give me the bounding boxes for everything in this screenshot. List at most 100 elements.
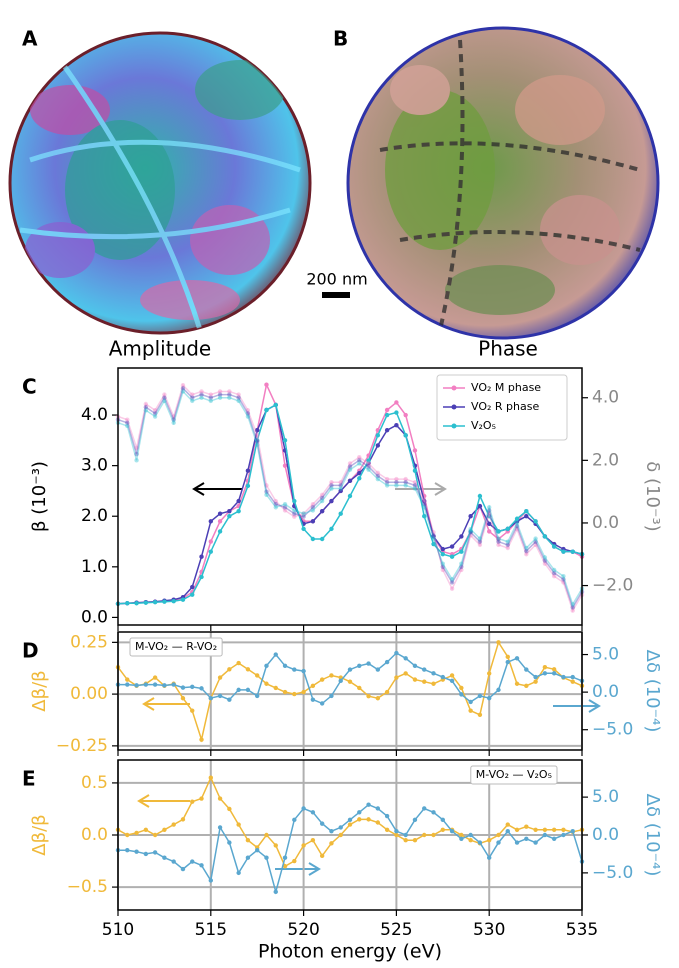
data-point	[282, 855, 288, 860]
data-point	[431, 533, 436, 538]
data-point	[542, 555, 548, 560]
data-point	[422, 832, 427, 838]
data-point	[338, 480, 343, 485]
data-point	[208, 775, 213, 780]
data-point	[514, 840, 520, 845]
data-point	[264, 492, 269, 497]
data-point	[264, 407, 269, 413]
data-point	[245, 667, 251, 672]
data-point	[542, 561, 548, 566]
data-point	[217, 529, 223, 534]
data-point	[505, 545, 510, 551]
data-point	[329, 486, 334, 491]
data-point	[449, 577, 455, 582]
data-point	[533, 536, 538, 541]
data-point	[422, 505, 427, 510]
data-point	[440, 561, 445, 566]
y2-tick-label: 5.0	[592, 645, 619, 665]
annotation-box	[129, 637, 223, 657]
data-point	[551, 573, 557, 579]
data-point	[561, 573, 566, 579]
panel-label: A	[22, 27, 38, 51]
data-point	[468, 708, 473, 713]
data-point	[273, 843, 278, 848]
x-axis-label: Photon energy (eV)	[258, 941, 442, 963]
data-point	[403, 838, 408, 843]
data-point	[301, 511, 306, 516]
data-point	[514, 520, 520, 526]
data-point	[329, 480, 334, 485]
data-point	[496, 529, 501, 534]
data-point	[403, 656, 408, 661]
data-point	[217, 675, 223, 680]
data-point	[199, 389, 204, 394]
data-point	[199, 574, 204, 580]
data-point	[217, 693, 223, 699]
data-point	[301, 843, 306, 848]
data-point	[459, 836, 464, 841]
data-point	[338, 486, 343, 491]
data-point	[533, 679, 538, 684]
data-point	[292, 691, 297, 697]
data-point	[227, 392, 232, 397]
image-caption: Amplitude	[109, 337, 212, 361]
data-point	[180, 696, 186, 701]
data-point	[143, 401, 149, 407]
data-point	[468, 530, 473, 535]
data-point	[236, 660, 241, 666]
x-tick-label: 530	[473, 920, 505, 940]
data-point	[152, 414, 158, 419]
data-point	[403, 480, 408, 485]
data-point	[301, 511, 306, 516]
data-point	[524, 667, 529, 672]
data-point	[236, 508, 241, 514]
data-point	[190, 398, 195, 404]
data-point	[301, 668, 306, 674]
data-point	[264, 681, 269, 686]
data-point	[440, 551, 445, 557]
data-point	[292, 498, 297, 504]
data-point	[440, 817, 445, 823]
data-point	[143, 404, 149, 410]
data-point	[292, 508, 297, 513]
data-point	[310, 519, 316, 524]
data-point	[357, 817, 362, 822]
data-point	[357, 471, 362, 476]
data-point	[190, 859, 195, 864]
data-point	[338, 678, 343, 684]
data-point	[180, 685, 186, 690]
data-point	[394, 476, 399, 482]
panel-label: D	[22, 639, 39, 663]
data-point	[329, 693, 334, 699]
data-point	[255, 673, 260, 678]
data-point	[459, 534, 464, 539]
data-point	[422, 667, 427, 672]
data-point	[134, 830, 139, 836]
data-point	[310, 536, 316, 542]
data-point	[217, 825, 223, 830]
data-point	[403, 433, 408, 438]
data-point	[143, 827, 149, 832]
data-point	[394, 829, 399, 834]
plot-area	[115, 382, 585, 613]
data-point	[236, 822, 241, 827]
data-point	[477, 536, 483, 541]
data-point	[403, 476, 408, 482]
data-point	[171, 420, 176, 425]
data-point	[208, 549, 213, 554]
data-point	[496, 536, 501, 541]
data-point	[570, 674, 575, 680]
data-point	[125, 677, 130, 682]
data-point	[273, 402, 278, 408]
data-point	[217, 389, 223, 394]
data-point	[143, 408, 149, 413]
data-point	[347, 822, 353, 827]
data-point	[551, 570, 557, 576]
data-point	[514, 656, 520, 661]
data-point	[412, 838, 418, 843]
data-point	[319, 495, 325, 501]
data-point	[347, 478, 353, 484]
series-line	[117, 383, 583, 613]
data-point	[357, 476, 362, 481]
